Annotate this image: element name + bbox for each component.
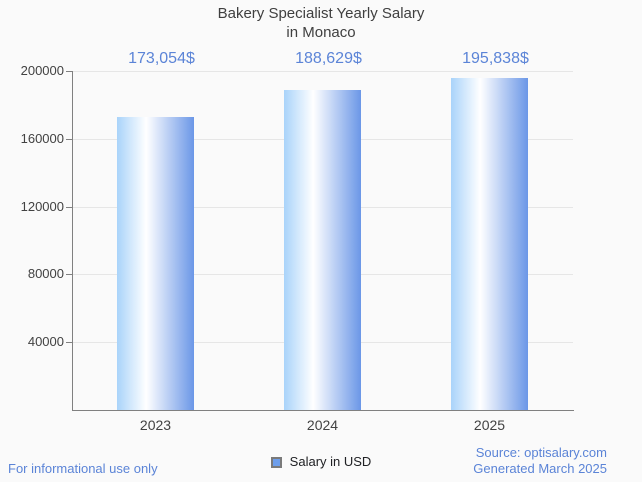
y-axis-tick-label: 200000 xyxy=(20,63,64,78)
generated-date: Generated March 2025 xyxy=(473,461,607,476)
source-block: Source: optisalary.com Generated March 2… xyxy=(473,445,607,477)
legend: Salary in USD xyxy=(0,454,642,470)
y-axis-tick-label: 160000 xyxy=(20,131,64,146)
chart-title-line1: Bakery Specialist Yearly Salary xyxy=(217,5,425,22)
legend-swatch-icon xyxy=(270,456,282,468)
y-axis-tick-label: 120000 xyxy=(20,199,64,214)
bar-value-label: 173,054$ xyxy=(128,50,195,67)
y-axis-tick xyxy=(66,71,72,72)
y-axis-tick xyxy=(66,342,72,343)
chart-title-line2: in Monaco xyxy=(286,24,356,41)
x-axis-tick-label: 2025 xyxy=(473,417,506,433)
y-axis-tick xyxy=(66,274,72,275)
bar-2023 xyxy=(117,116,194,410)
x-axis-tick-label: 2024 xyxy=(306,417,339,433)
gridline xyxy=(72,71,573,72)
y-axis-line xyxy=(72,71,73,411)
y-axis-tick-label: 40000 xyxy=(27,334,64,349)
legend-item-salary-in-usd[interactable]: Salary in USD xyxy=(289,454,372,469)
bar-value-label: 188,629$ xyxy=(295,50,362,67)
bar-2024 xyxy=(284,90,361,410)
disclaimer-text: For informational use only xyxy=(8,461,158,476)
y-axis-tick xyxy=(66,207,72,208)
x-axis-tick-label: 2023 xyxy=(139,417,172,433)
bar-2025 xyxy=(451,78,528,410)
x-axis-line xyxy=(72,410,574,411)
y-axis-tick-label: 80000 xyxy=(27,266,64,281)
chart-title: Bakery Specialist Yearly Salary in Monac… xyxy=(0,4,642,42)
y-axis-tick xyxy=(66,139,72,140)
source-link[interactable]: Source: optisalary.com xyxy=(475,445,607,460)
bar-value-label: 195,838$ xyxy=(462,50,529,67)
